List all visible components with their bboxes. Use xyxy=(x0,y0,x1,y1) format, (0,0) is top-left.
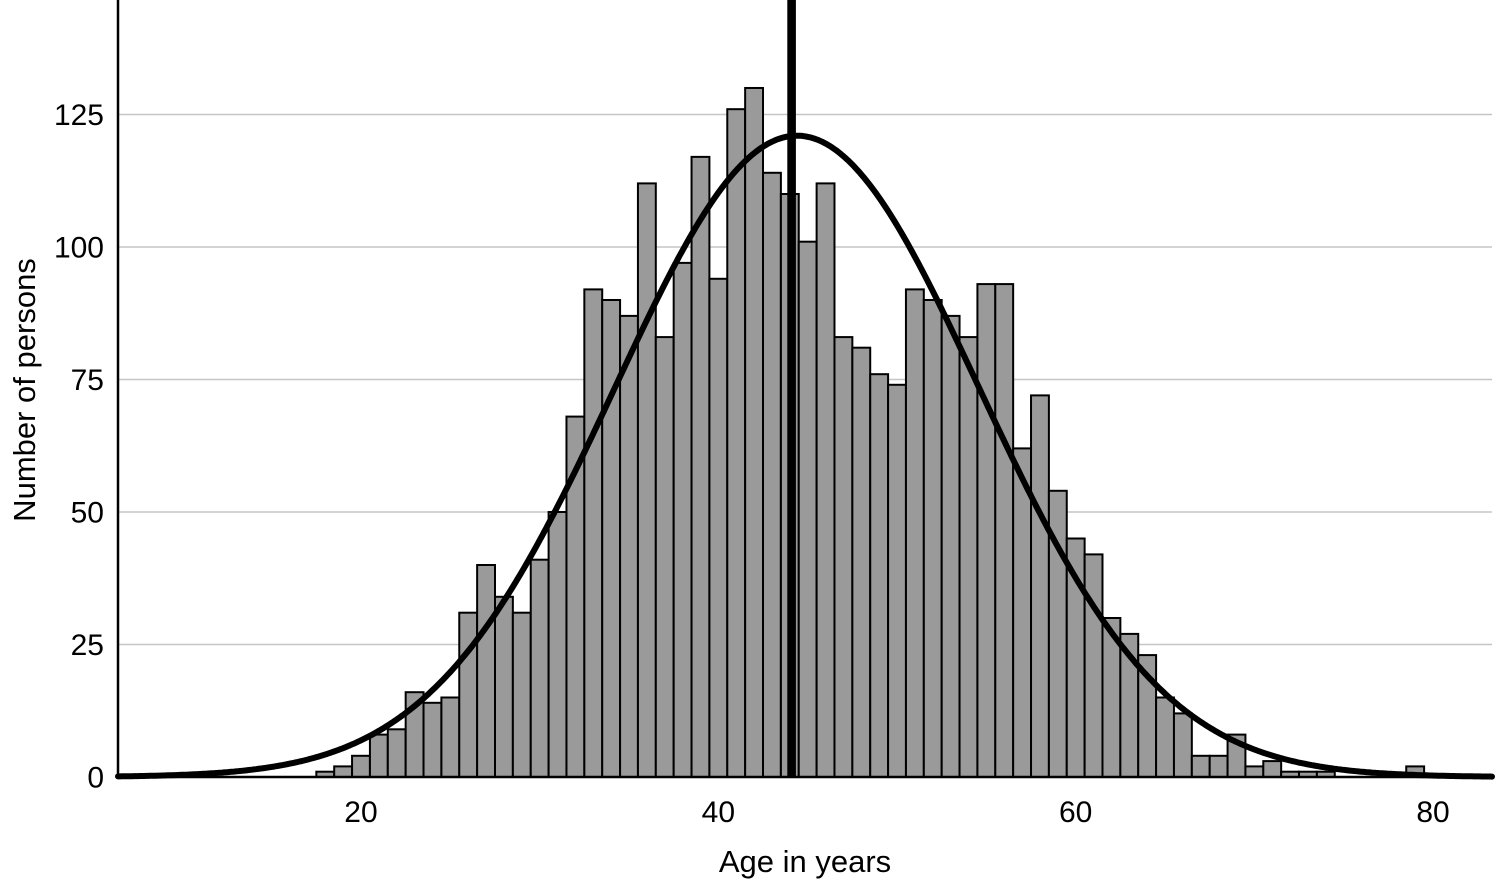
histogram-bar-age-33 xyxy=(583,288,604,778)
x-tick-label-80: 80 xyxy=(1416,796,1449,829)
histogram-bar-age-43 xyxy=(762,171,782,779)
normal-curve xyxy=(115,132,1495,780)
histogram-bar-age-54 xyxy=(958,336,979,778)
histogram-bar-age-65 xyxy=(1155,696,1175,778)
x-tick-label-20: 20 xyxy=(344,796,377,829)
histogram-bar-age-45 xyxy=(797,240,818,778)
histogram-bar-age-55 xyxy=(976,283,997,778)
histogram-bar-age-58 xyxy=(1030,394,1050,778)
y-tick-label-50: 50 xyxy=(71,496,104,529)
histogram-bar-age-19 xyxy=(333,765,354,778)
x-tick-label-60: 60 xyxy=(1059,796,1092,829)
histogram-bar-age-31 xyxy=(547,510,568,778)
x-axis-title: Age in years xyxy=(718,844,892,879)
histogram-bar-age-66 xyxy=(1172,712,1193,779)
histogram-bar-age-50 xyxy=(887,383,907,778)
histogram-bar-age-56 xyxy=(994,283,1015,778)
histogram-bar-age-29 xyxy=(511,611,532,779)
mean-reference-line xyxy=(787,0,796,778)
histogram-bar-age-21 xyxy=(368,733,389,779)
y-tick-label-0: 0 xyxy=(87,762,104,795)
histogram-bar-age-40 xyxy=(708,277,729,778)
histogram-bar-age-25 xyxy=(440,696,461,778)
histogram-bar-age-39 xyxy=(690,155,711,778)
y-tick-label-100: 100 xyxy=(54,231,104,264)
histogram-bar-age-28 xyxy=(494,595,514,778)
histogram-bar-age-41 xyxy=(726,108,747,779)
histogram-bar-age-34 xyxy=(601,298,622,778)
histogram-bar-age-38 xyxy=(672,261,693,778)
histogram-bar-age-35 xyxy=(619,314,639,778)
histogram-bar-age-37 xyxy=(654,336,675,778)
histogram-bar-age-46 xyxy=(815,182,836,779)
histogram-bar-age-26 xyxy=(458,611,479,779)
histogram-bar-age-30 xyxy=(529,558,550,778)
histogram-bar-age-61 xyxy=(1083,553,1104,779)
histogram-bar-age-51 xyxy=(904,288,925,778)
histogram-bar-age-24 xyxy=(422,701,443,779)
y-tick-label-125: 125 xyxy=(54,99,104,132)
histogram-bar-age-27 xyxy=(476,563,497,779)
histogram-bar-age-68 xyxy=(1208,754,1229,778)
histogram-bar-age-71 xyxy=(1262,760,1283,779)
histogram-bar-age-57 xyxy=(1012,447,1033,778)
y-tick-label-75: 75 xyxy=(71,364,104,397)
x-tick-label-40: 40 xyxy=(702,796,735,829)
histogram-bar-age-47 xyxy=(833,336,854,778)
histogram-bar-age-36 xyxy=(636,182,657,779)
histogram-bar-age-48 xyxy=(851,346,872,778)
histogram-bar-age-52 xyxy=(922,298,943,778)
y-tick-label-25: 25 xyxy=(71,629,104,662)
histogram-bar-age-49 xyxy=(869,373,890,778)
histogram-bar-age-67 xyxy=(1190,754,1211,778)
histogram-bar-age-70 xyxy=(1244,765,1265,778)
histogram-bar-age-20 xyxy=(351,754,371,778)
histogram-bar-age-22 xyxy=(386,728,407,778)
histogram-bar-age-42 xyxy=(744,86,765,779)
y-axis-title: Number of persons xyxy=(7,258,42,522)
histogram-bar-age-53 xyxy=(940,314,961,778)
